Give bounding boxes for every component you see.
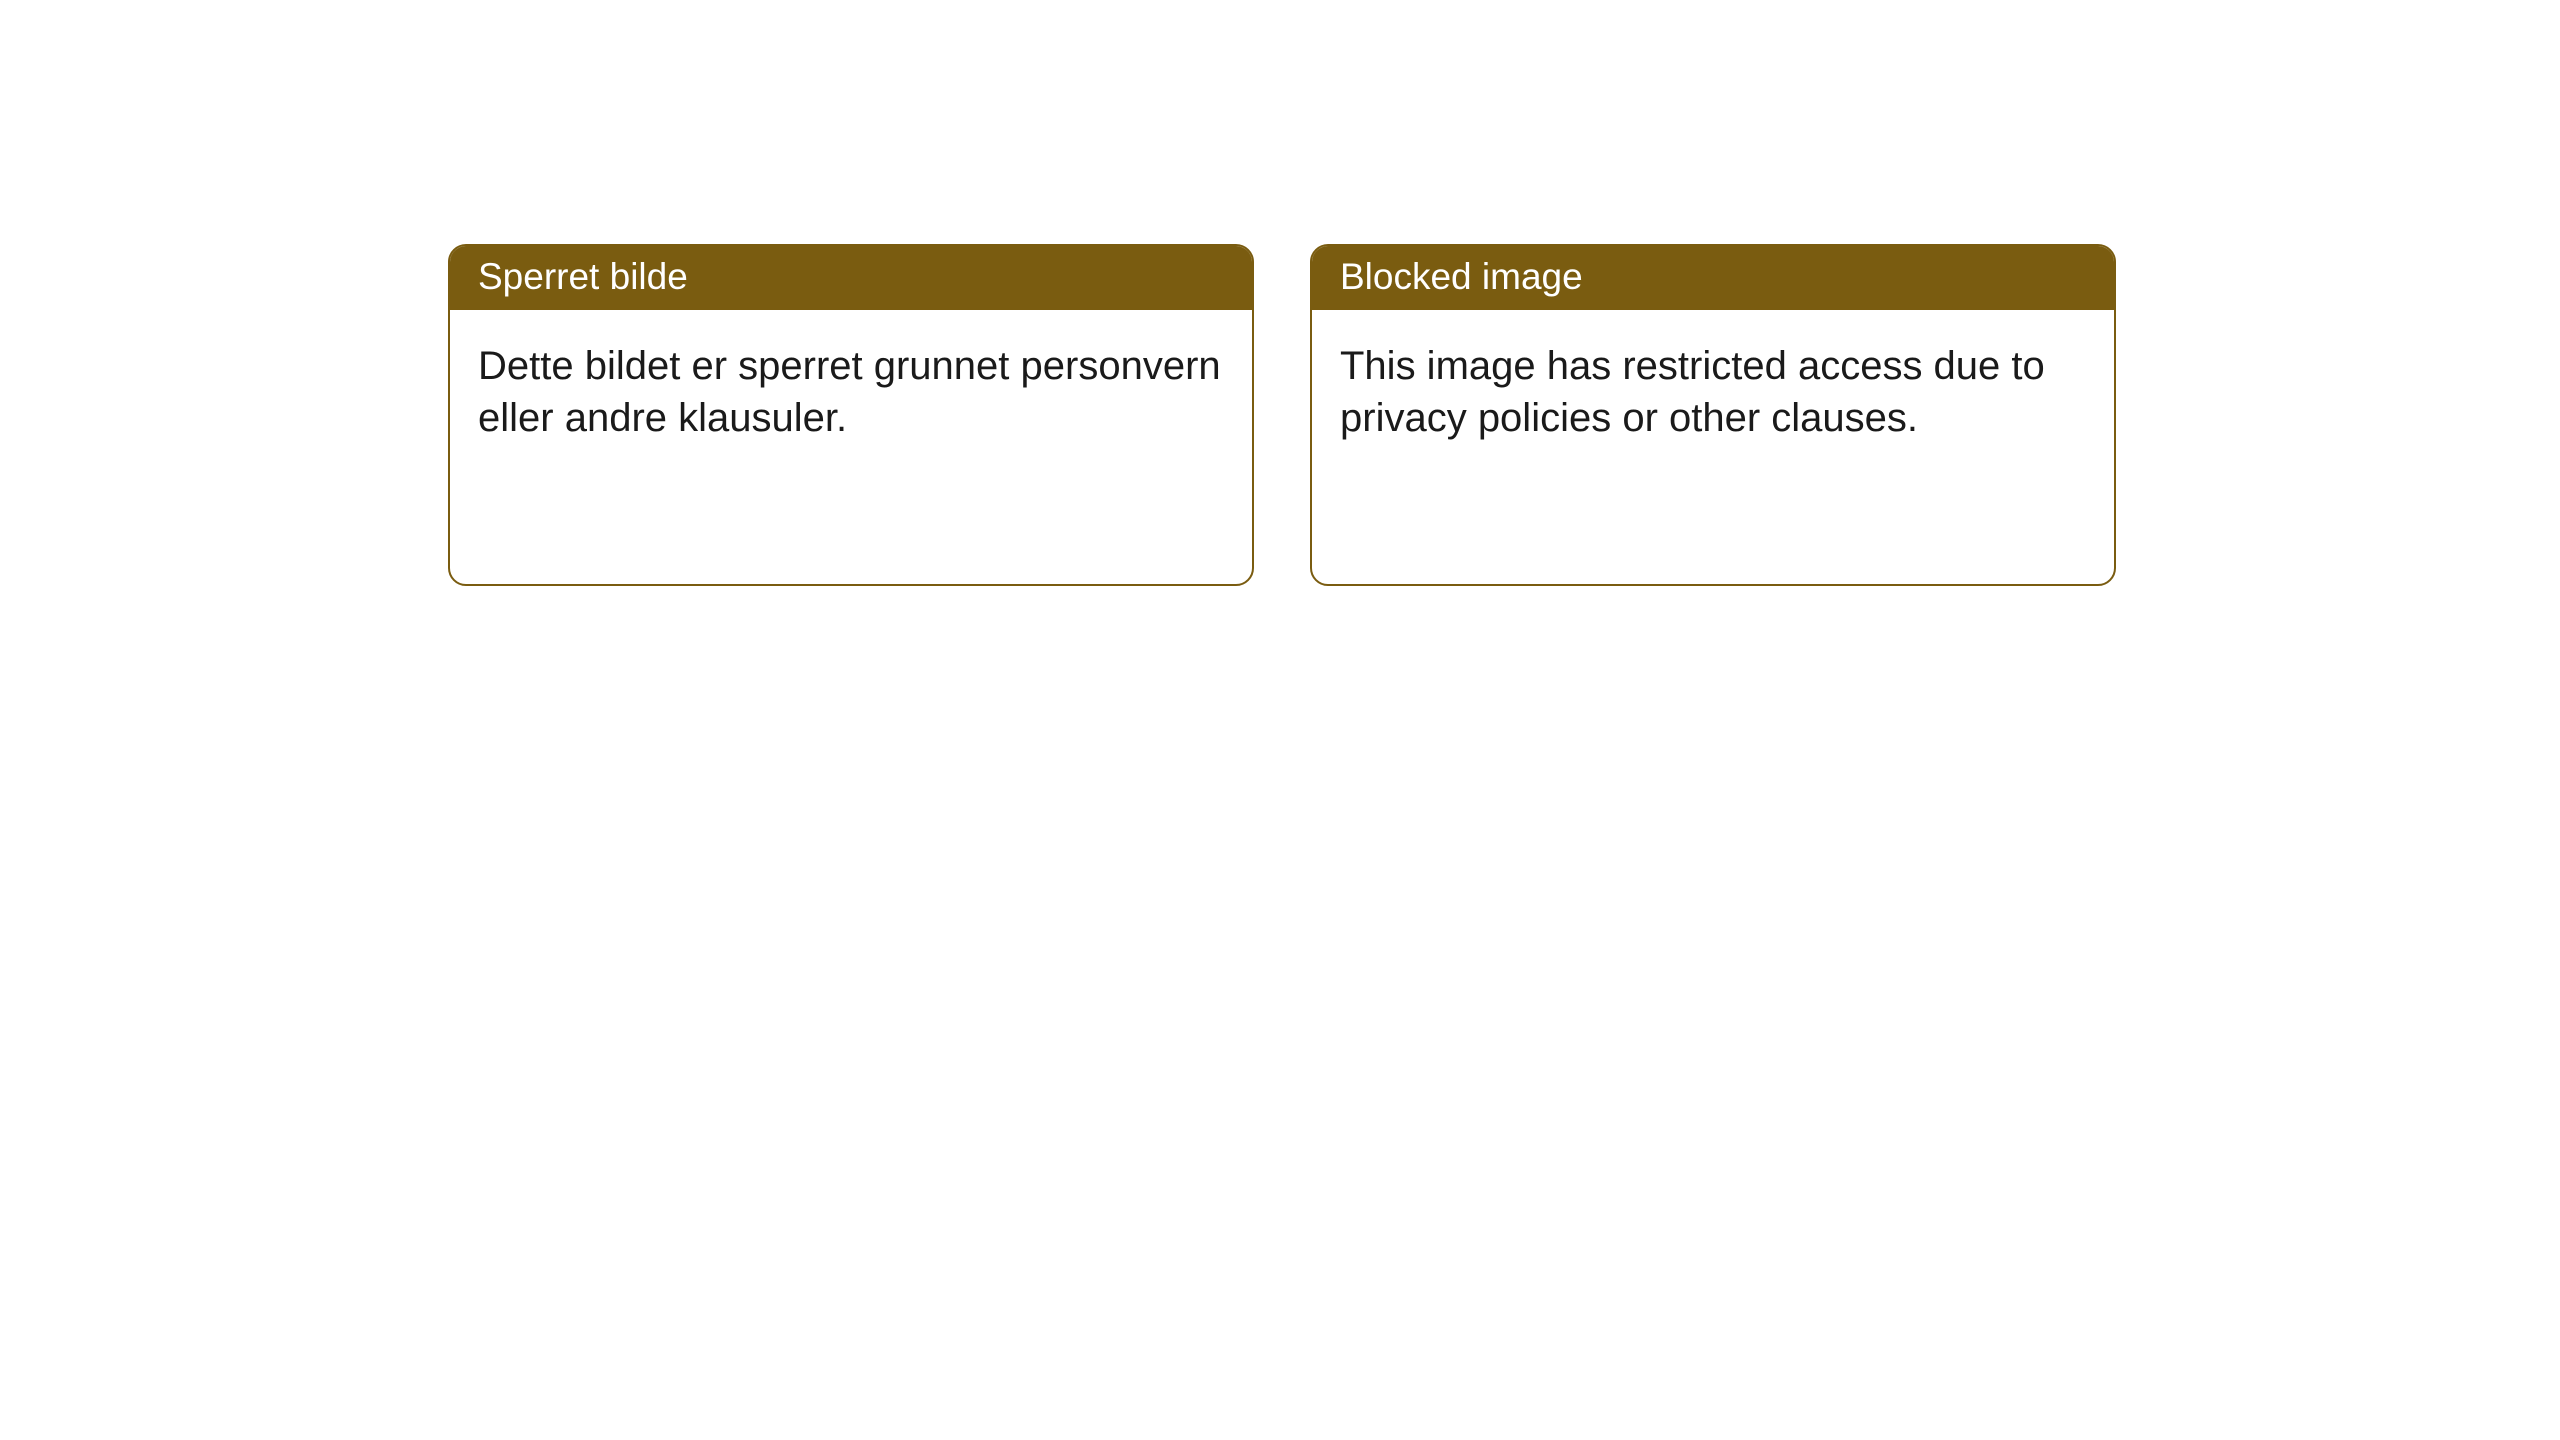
- notice-card-norwegian: Sperret bilde Dette bildet er sperret gr…: [448, 244, 1254, 586]
- notice-header: Blocked image: [1312, 246, 2114, 310]
- notice-body: This image has restricted access due to …: [1312, 310, 2114, 584]
- notice-container: Sperret bilde Dette bildet er sperret gr…: [448, 244, 2116, 586]
- notice-header: Sperret bilde: [450, 246, 1252, 310]
- notice-card-english: Blocked image This image has restricted …: [1310, 244, 2116, 586]
- notice-body: Dette bildet er sperret grunnet personve…: [450, 310, 1252, 584]
